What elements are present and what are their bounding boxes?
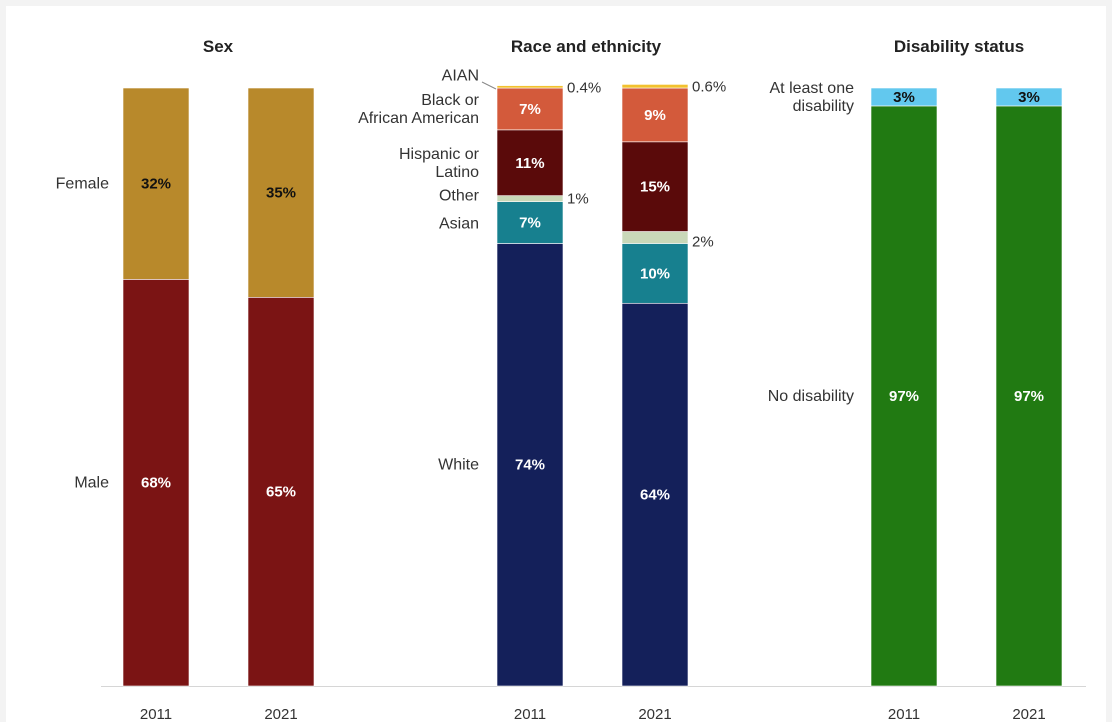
x-tick-label-2-1: 2021 — [1012, 706, 1045, 722]
bar-segment-1-1-3 — [621, 141, 689, 232]
data-label-1-0-0: 74% — [515, 457, 545, 474]
bar-segment-1-0-0 — [496, 243, 564, 687]
category-label-line: African American — [358, 110, 479, 127]
data-label-1-0-2: 1% — [567, 191, 589, 208]
data-label-1-1-2: 2% — [692, 234, 714, 251]
aian-leader-line — [481, 81, 497, 90]
bar-segment-1-1-2 — [621, 231, 689, 244]
x-tick-label-1-0: 2011 — [514, 706, 546, 722]
category-label-line: Latino — [435, 164, 479, 181]
x-tick-label-0-1: 2021 — [264, 706, 297, 722]
category-label-2-1: At least one disability — [770, 80, 855, 115]
bar-segment-1-0-5 — [496, 85, 564, 89]
category-label-line: AIAN — [442, 68, 479, 85]
data-label-2-0-0: 97% — [889, 388, 919, 405]
data-label-1-0-3: 11% — [515, 155, 544, 172]
bar-segment-1-0-1 — [496, 201, 564, 244]
bar-segment-2-0-1 — [870, 87, 938, 107]
category-label-0-0: Male — [74, 475, 109, 492]
data-label-2-1-1: 3% — [1018, 89, 1040, 106]
category-label-line: Male — [74, 475, 109, 492]
data-label-1-1-0: 64% — [640, 487, 670, 504]
bar-segment-2-0-0 — [870, 105, 938, 687]
category-label-0-1: Female — [56, 176, 109, 193]
bar-segment-1-1-1 — [621, 243, 689, 304]
category-label-line: Female — [56, 176, 109, 193]
data-label-1-1-4: 9% — [644, 107, 666, 124]
bar-segment-1-0-3 — [496, 129, 564, 196]
data-label-2-0-1: 3% — [893, 89, 915, 106]
bar-segment-0-1-0 — [247, 296, 315, 687]
category-label-1-2: Other — [439, 188, 480, 205]
panel-title-2: Disability status — [894, 37, 1024, 56]
x-tick-label-2-0: 2011 — [888, 706, 920, 722]
bar-segment-0-0-0 — [122, 279, 190, 687]
panel-title-0: Sex — [203, 37, 234, 56]
bar-segment-1-0-4 — [496, 87, 564, 131]
category-label-line: No disability — [768, 388, 854, 405]
category-label-1-3: Hispanic or Latino — [399, 146, 480, 181]
category-label-2-0: No disability — [768, 388, 854, 405]
bar-segment-1-1-4 — [621, 87, 689, 143]
category-label-line: At least one — [770, 80, 855, 97]
data-label-1-0-4: 7% — [519, 101, 541, 118]
category-label-line: Hispanic or — [399, 146, 480, 163]
category-label-line: White — [438, 457, 479, 474]
data-label-1-0-1: 7% — [519, 215, 541, 232]
data-label-1-1-1: 10% — [640, 265, 670, 282]
data-label-1-1-5: 0.6% — [692, 78, 726, 95]
chart-stage: Sex 68% 32% 2011 65% 35% 2021 Male Female Race an… — [6, 6, 1106, 722]
data-label-0-0-0: 68% — [141, 475, 171, 492]
data-label-0-1-0: 65% — [266, 484, 296, 501]
bar-segment-1-0-2 — [496, 195, 564, 202]
bar-segment-2-1-1 — [995, 87, 1063, 107]
bar-segment-0-1-1 — [247, 87, 315, 298]
data-label-1-1-3: 15% — [640, 179, 670, 196]
data-label-1-0-5: 0.4% — [567, 80, 601, 97]
demographics-chart: Sex 68% 32% 2011 65% 35% 2021 Male Female Race an… — [56, 37, 1086, 722]
category-label-1-0: White — [438, 457, 479, 474]
x-tick-label-1-1: 2021 — [638, 706, 671, 722]
category-label-line: Black or — [421, 92, 479, 109]
bar-segment-1-1-0 — [621, 302, 689, 687]
bar-segment-0-0-1 — [122, 87, 190, 280]
category-label-1-4: Black or African American — [358, 92, 480, 127]
category-label-line: Asian — [439, 216, 479, 233]
category-label-1-5: AIAN — [442, 68, 479, 85]
category-label-line: disability — [793, 98, 854, 115]
data-label-0-1-1: 35% — [266, 185, 296, 202]
category-label-line: Other — [439, 188, 480, 205]
x-tick-label-0-0: 2011 — [140, 706, 172, 722]
category-label-1-1: Asian — [439, 216, 479, 233]
bar-segment-1-1-5 — [621, 84, 689, 89]
bar-segment-2-1-0 — [995, 105, 1063, 687]
panel-title-1: Race and ethnicity — [511, 37, 662, 56]
data-label-2-1-0: 97% — [1014, 388, 1044, 405]
data-label-0-0-1: 32% — [141, 176, 171, 193]
